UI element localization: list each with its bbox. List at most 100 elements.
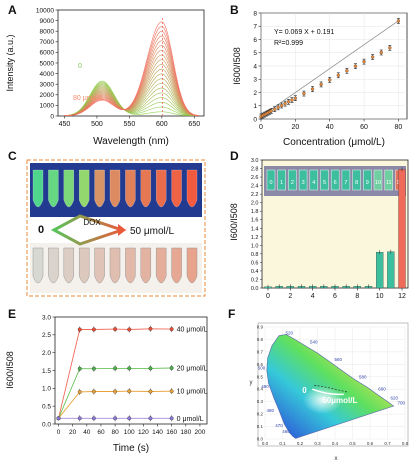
cie-white-point bbox=[294, 377, 351, 418]
vial bbox=[341, 169, 351, 191]
data-point bbox=[353, 64, 358, 68]
x-tick-label: 450 bbox=[59, 121, 71, 128]
data-point bbox=[269, 109, 273, 113]
vial bbox=[363, 169, 372, 191]
vial-label: 4 bbox=[312, 180, 315, 186]
uv-tube bbox=[94, 169, 105, 208]
data-point bbox=[169, 389, 174, 394]
vial-label: 9 bbox=[366, 180, 369, 186]
vial bbox=[288, 169, 297, 191]
y-tick-label: 1 bbox=[253, 103, 257, 110]
x-tick-label: 80 bbox=[111, 429, 119, 436]
y-tick-label: 1000 bbox=[40, 103, 55, 110]
cie-end-label: 50μmol/L bbox=[322, 396, 357, 405]
y-tick-label: 3.0 bbox=[251, 158, 259, 164]
vial-label: 3 bbox=[302, 180, 305, 186]
y-tick-label: 9000 bbox=[40, 18, 55, 25]
x-tick-label: 60 bbox=[97, 429, 105, 436]
y-tick-label: 0.0 bbox=[257, 437, 264, 442]
vial-label: 6 bbox=[334, 180, 337, 186]
data-point bbox=[91, 389, 96, 394]
uv-tube bbox=[109, 169, 121, 208]
y-tick-label: 2.4 bbox=[251, 184, 259, 190]
y-tick-label: 2.0 bbox=[42, 350, 51, 357]
y-tick-label: 0.3 bbox=[257, 399, 264, 404]
daylight-tube bbox=[109, 247, 121, 284]
x-tick-label: 550 bbox=[124, 121, 136, 128]
data-point bbox=[56, 416, 61, 421]
vial-label: 1 bbox=[280, 180, 283, 186]
y-tick-label: 3000 bbox=[40, 82, 55, 89]
y-tick-label: 2.2 bbox=[251, 192, 259, 198]
x-tick-label: 2 bbox=[288, 293, 292, 300]
data-point bbox=[279, 103, 284, 108]
panel-e-ylabel: I600/I508 bbox=[5, 351, 15, 389]
data-point bbox=[127, 416, 132, 421]
y-tick-label: 2.5 bbox=[42, 332, 51, 339]
y-tick-label: 4000 bbox=[40, 71, 55, 78]
data-point bbox=[273, 107, 277, 111]
daylight-tubes-row bbox=[32, 247, 198, 284]
vial bbox=[277, 169, 286, 191]
y-tick-label: 0.0 bbox=[42, 421, 51, 428]
y-tick-label: 0.6 bbox=[257, 362, 264, 367]
y-tick-label: 10000 bbox=[36, 7, 54, 14]
y-tick-label: 1.8 bbox=[251, 209, 259, 215]
end-concentration: 50 μmol/L bbox=[130, 226, 175, 237]
daylight-tube bbox=[171, 247, 182, 284]
data-point bbox=[379, 50, 383, 55]
series-label: 20 μmol/L bbox=[177, 366, 208, 373]
panel-a: A 450 500 550 600 650 0 1000 2000 3000 4000 5000 60… bbox=[5, 3, 205, 147]
x-tick-label: 40 bbox=[83, 429, 91, 436]
vial bbox=[320, 169, 329, 191]
wavelength-label: 700 bbox=[398, 400, 406, 405]
vial bbox=[373, 169, 383, 191]
x-tick-label: 0.6 bbox=[367, 441, 374, 446]
daylight-tube bbox=[125, 247, 136, 284]
y-tick-label: 0.2 bbox=[251, 277, 259, 283]
y-tick-label: 2.6 bbox=[251, 175, 259, 181]
x-tick-label: 0 bbox=[259, 124, 263, 131]
dox-label: DOX bbox=[83, 218, 101, 227]
data-point bbox=[328, 78, 332, 82]
x-tick-label: 0.1 bbox=[279, 441, 286, 446]
annotation-zero: 0 bbox=[78, 63, 82, 70]
vial-label: 2 bbox=[291, 180, 294, 186]
y-tick-label: 0.4 bbox=[251, 269, 259, 275]
x-tick-label: 180 bbox=[180, 429, 191, 436]
y-tick-label: 4 bbox=[253, 63, 257, 70]
uv-tube bbox=[140, 169, 152, 208]
fit-r2: R²=0.999 bbox=[274, 40, 303, 47]
y-tick-label: 0.4 bbox=[257, 387, 264, 392]
data-point bbox=[91, 366, 96, 371]
y-tick-label: 0.2 bbox=[257, 412, 264, 417]
x-tick-label: 100 bbox=[124, 429, 135, 436]
y-tick-label: 8 bbox=[253, 10, 257, 17]
x-tick-label: 10 bbox=[376, 293, 384, 300]
data-point bbox=[169, 366, 174, 370]
data-point bbox=[319, 82, 323, 87]
daylight-tube bbox=[155, 247, 167, 284]
y-tick-label: 5000 bbox=[40, 60, 55, 67]
data-point bbox=[127, 366, 132, 371]
wavelength-label: 480 bbox=[267, 408, 275, 413]
x-tick-label: 600 bbox=[156, 121, 168, 128]
x-tick-label: 160 bbox=[166, 429, 177, 436]
y-tick-label: 0.5 bbox=[42, 403, 51, 410]
x-tick-label: 0.2 bbox=[297, 441, 304, 446]
panel-e-ticks: 0 20 40 60 80 100 120 140 160 180 200 0.0 0.5 1.0 1.5 2… bbox=[42, 314, 206, 436]
y-tick-label: 6 bbox=[253, 37, 257, 44]
panel-b-label: B bbox=[230, 3, 239, 17]
daylight-tube bbox=[186, 247, 198, 284]
daylight-tube bbox=[140, 247, 152, 284]
data-point bbox=[293, 96, 298, 100]
y-tick-label: 0.0 bbox=[251, 286, 259, 292]
x-tick-label: 20 bbox=[69, 429, 77, 436]
panel-a-xlabel: Wavelength (nm) bbox=[93, 136, 169, 147]
y-tick-label: 1.0 bbox=[251, 243, 259, 249]
vial-photo: 0123456789101112 bbox=[266, 169, 404, 191]
y-tick-label: 7 bbox=[253, 24, 257, 31]
vial bbox=[266, 169, 276, 191]
x-tick-label: 650 bbox=[188, 121, 200, 128]
